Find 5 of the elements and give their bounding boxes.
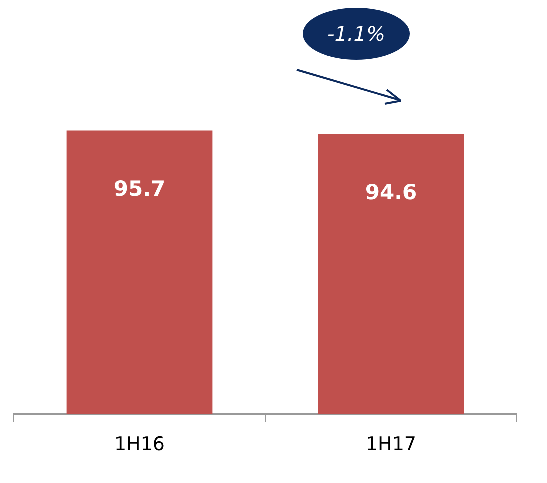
data-label: 95.7 — [114, 177, 166, 202]
data-label: 94.6 — [365, 180, 418, 204]
x-tick-label: 1H17 — [366, 434, 417, 456]
oval-badge: -1.1% — [303, 8, 410, 60]
x-tick-label: 1H16 — [114, 434, 166, 456]
